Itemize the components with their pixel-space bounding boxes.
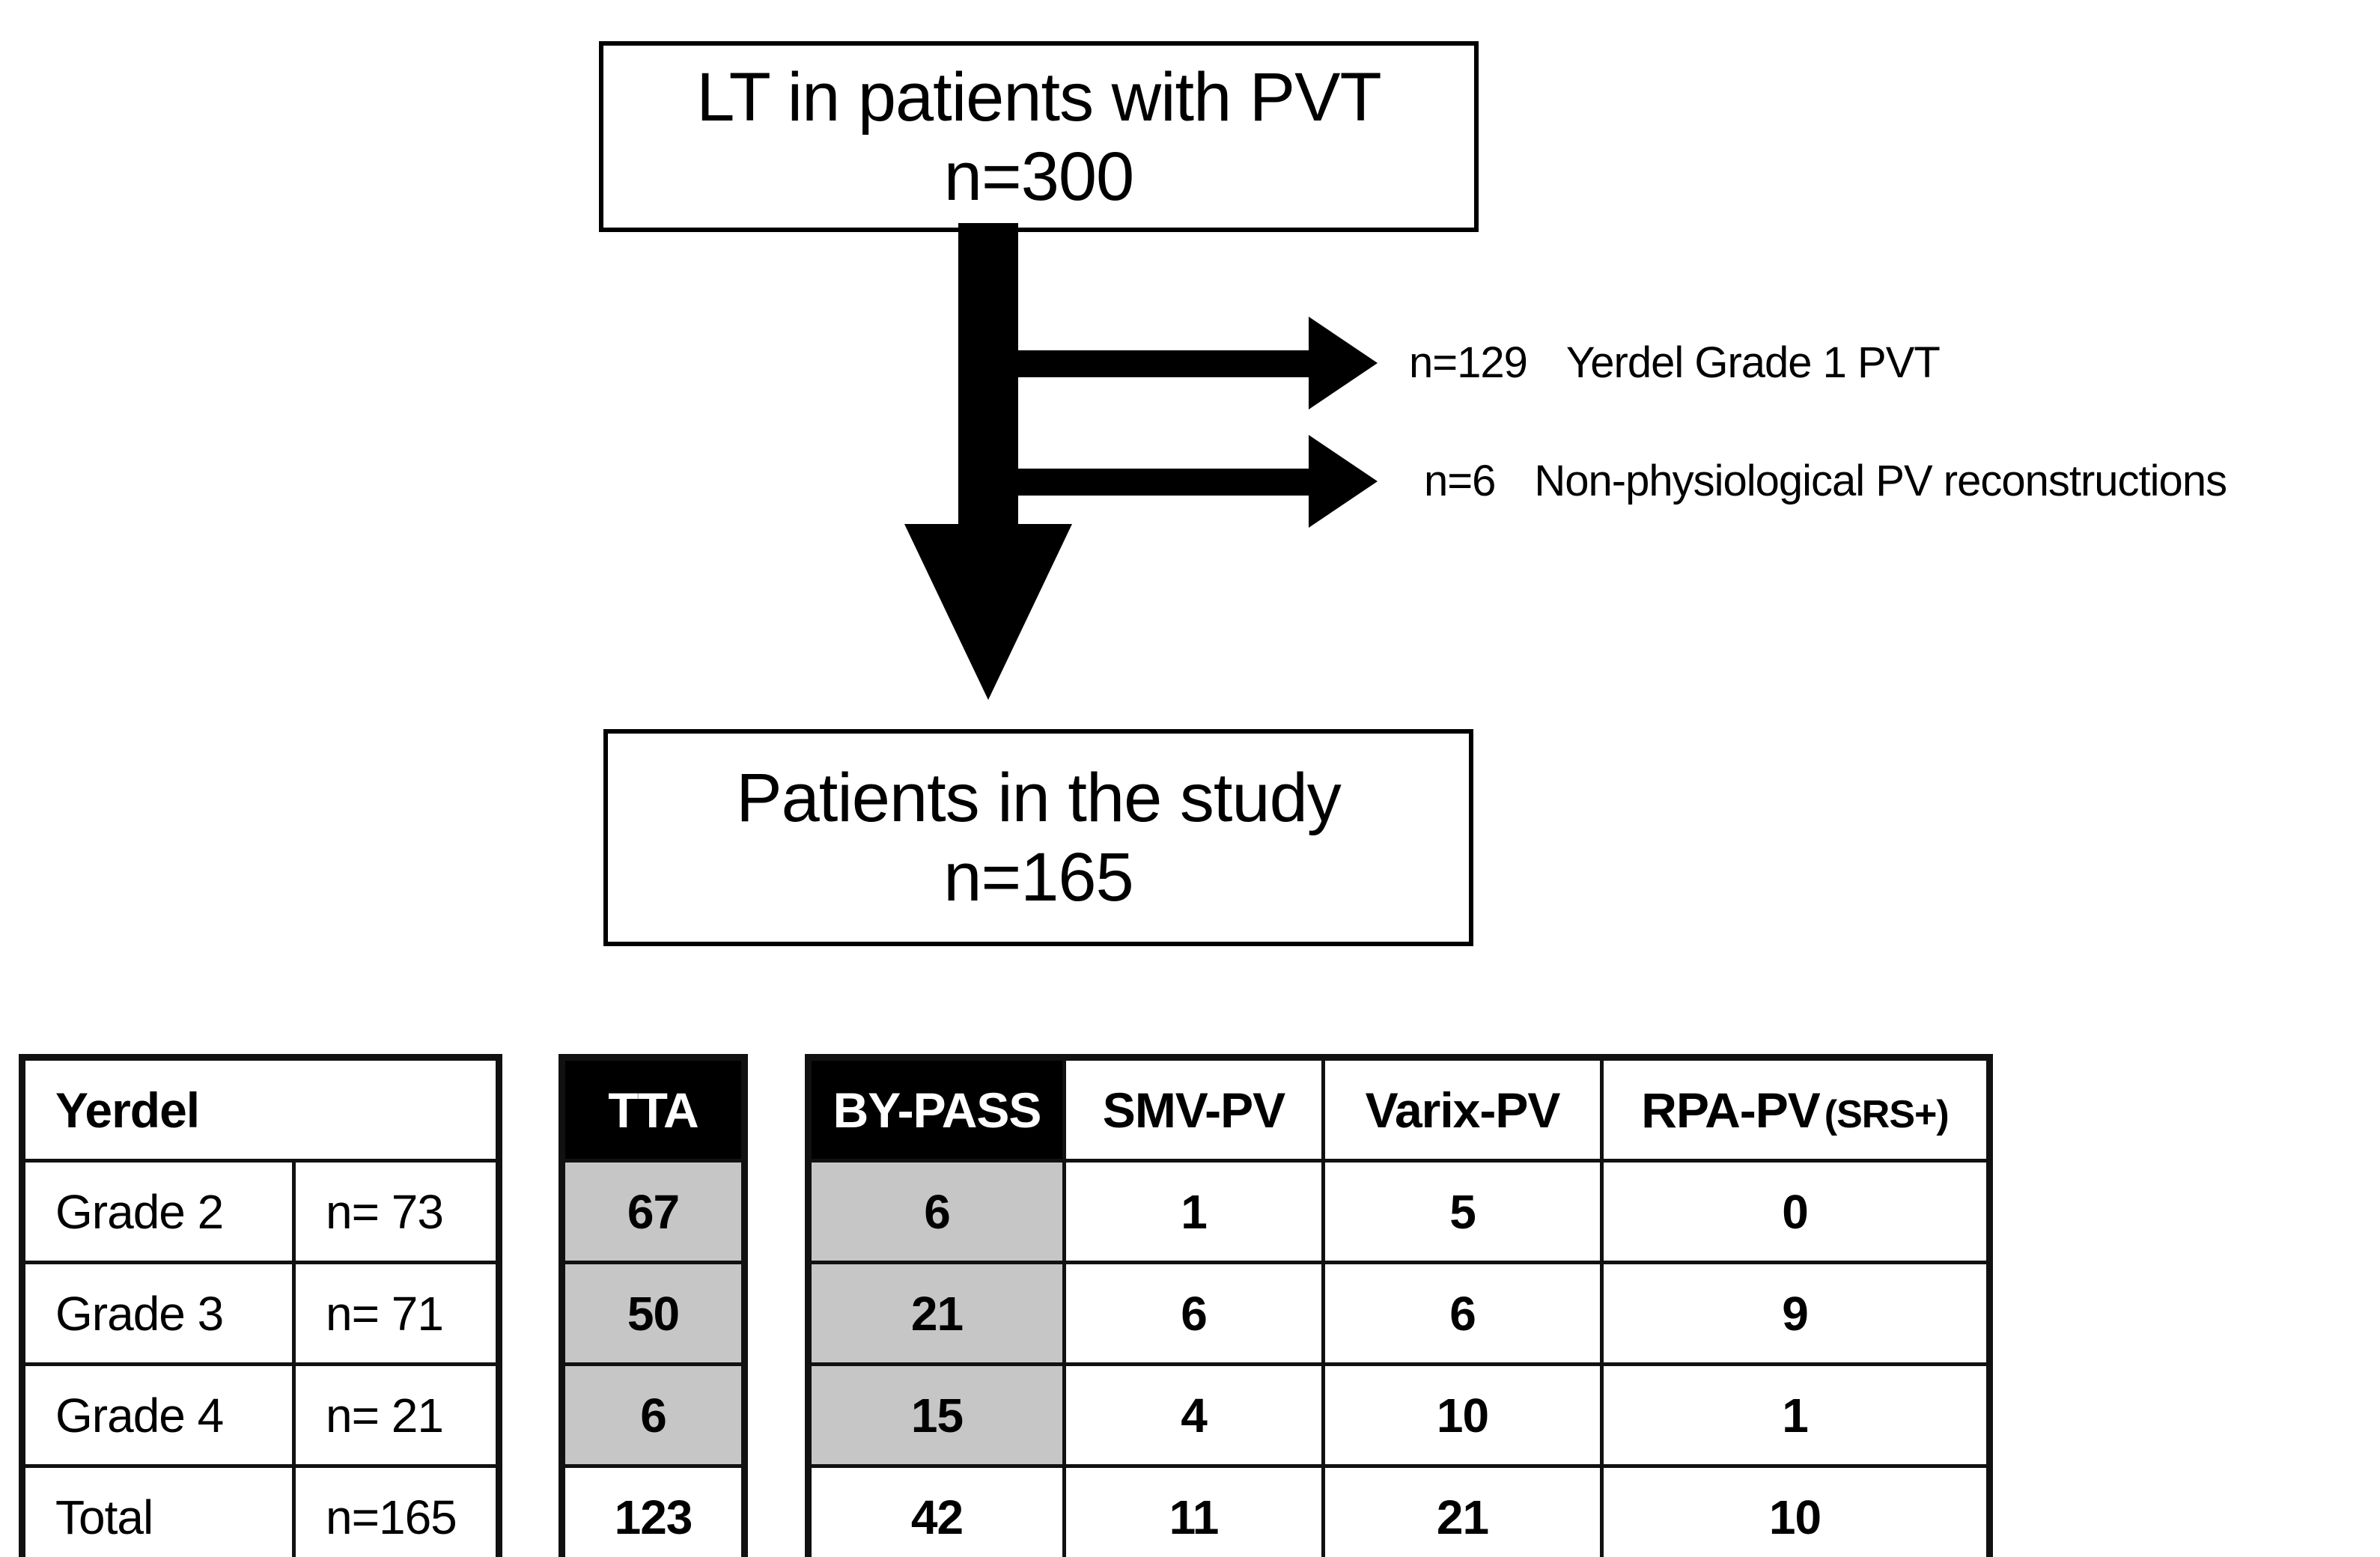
table-row: 15 4 10 1 [806,1362,1991,1468]
flow-box-study-count: n=165 [943,839,1133,915]
bypass-grade2-value: 6 [806,1159,1066,1264]
smv-total-value: 11 [1062,1464,1325,1557]
yerdel-total-label: Total [20,1464,296,1557]
exclusion-1-label: n=129 Yerdel Grade 1 PVT [1409,337,1941,389]
yerdel-grade4-label: Grade 4 [20,1362,296,1468]
flow-box-study-title: Patients in the study [736,760,1341,836]
tta-total-value: 123 [560,1464,746,1557]
yerdel-grade2-n: n= 73 [291,1159,502,1264]
tta-header: TTA [560,1055,746,1163]
bypass-grade3-value: 21 [806,1261,1066,1366]
table-row: 6 [560,1362,746,1468]
varix-total-value: 21 [1321,1464,1604,1557]
table-row: 21 6 6 9 [806,1261,1991,1366]
table-row: 42 11 21 10 [806,1464,1991,1557]
yerdel-grade4-n: n= 21 [291,1362,502,1468]
table-row: Grade 4 n= 21 [20,1362,502,1468]
flow-box-study-patients: Patients in the study n=165 [603,729,1473,946]
yerdel-table-title: Yerdel [19,1055,502,1163]
tta-grade3-value: 50 [560,1261,746,1366]
table-row: 123 [560,1464,746,1557]
bypass-header: BY-PASS [806,1055,1066,1163]
rpa-grade3-value: 9 [1600,1261,1991,1366]
varix-grade2-value: 5 [1321,1159,1604,1264]
table-row: TTA [560,1055,746,1163]
rpa-pv-header: RPA-PV (SRS+) [1600,1055,1991,1163]
reconstruction-table: BY-PASS SMV-PV Varix-PV RPA-PV (SRS+) 6 1… [805,1054,1993,1557]
yerdel-grade2-label: Grade 2 [20,1159,296,1264]
bypass-total-value: 42 [806,1464,1066,1557]
tta-grade4-value: 6 [560,1362,746,1468]
yerdel-total-n: n=165 [291,1464,502,1557]
exclusion-2-label: n=6 Non-physiological PV reconstructions [1424,455,2227,508]
table-row: Yerdel [19,1055,502,1163]
exclusion-2-text: Non-physiological PV reconstructions [1534,457,2227,505]
branch-arrow-2-head [1309,435,1378,528]
smv-grade4-value: 4 [1062,1362,1325,1468]
smv-grade2-value: 1 [1062,1159,1325,1264]
table-row: 67 [560,1159,746,1264]
down-arrow-shaft [958,223,1018,524]
smv-grade3-value: 6 [1062,1261,1325,1366]
tta-grade2-value: 67 [560,1159,746,1264]
table-row: 50 [560,1261,746,1366]
rpa-grade2-value: 0 [1600,1159,1991,1264]
table-row: Grade 2 n= 73 [20,1159,502,1264]
table-row: Grade 3 n= 71 [20,1261,502,1366]
table-row: Total n=165 [20,1464,502,1557]
tta-table: TTA 67 50 6 123 [559,1054,748,1557]
exclusion-2-count: n=6 [1424,457,1496,505]
branch-arrow-1-head [1309,317,1378,409]
smv-pv-header: SMV-PV [1062,1055,1325,1163]
down-arrow-head [904,524,1072,700]
branch-arrow-2-shaft [1018,469,1310,496]
flow-box-lt-pvt-count: n=300 [943,138,1134,215]
rpa-grade4-value: 1 [1600,1362,1991,1468]
rpa-pv-header-sub: (SRS+) [1824,1092,1950,1136]
bypass-grade4-value: 15 [806,1362,1066,1468]
yerdel-table: Yerdel Grade 2 n= 73 Grade 3 n= 71 Grade… [19,1054,503,1557]
exclusion-1-text: Yerdel Grade 1 PVT [1565,338,1941,387]
yerdel-grade3-label: Grade 3 [20,1261,296,1366]
branch-arrow-1-shaft [1018,350,1310,377]
flow-box-lt-pvt-title: LT in patients with PVT [696,58,1381,135]
varix-grade4-value: 10 [1321,1362,1604,1468]
rpa-pv-header-main: RPA-PV [1641,1082,1820,1138]
table-row: BY-PASS SMV-PV Varix-PV RPA-PV (SRS+) [806,1055,1991,1163]
table-row: 6 1 5 0 [806,1159,1991,1264]
exclusion-1-count: n=129 [1409,338,1528,387]
varix-grade3-value: 6 [1321,1261,1604,1366]
flow-box-lt-pvt: LT in patients with PVT n=300 [599,41,1479,232]
yerdel-grade3-n: n= 71 [291,1261,502,1366]
varix-pv-header: Varix-PV [1321,1055,1604,1163]
rpa-total-value: 10 [1600,1464,1991,1557]
